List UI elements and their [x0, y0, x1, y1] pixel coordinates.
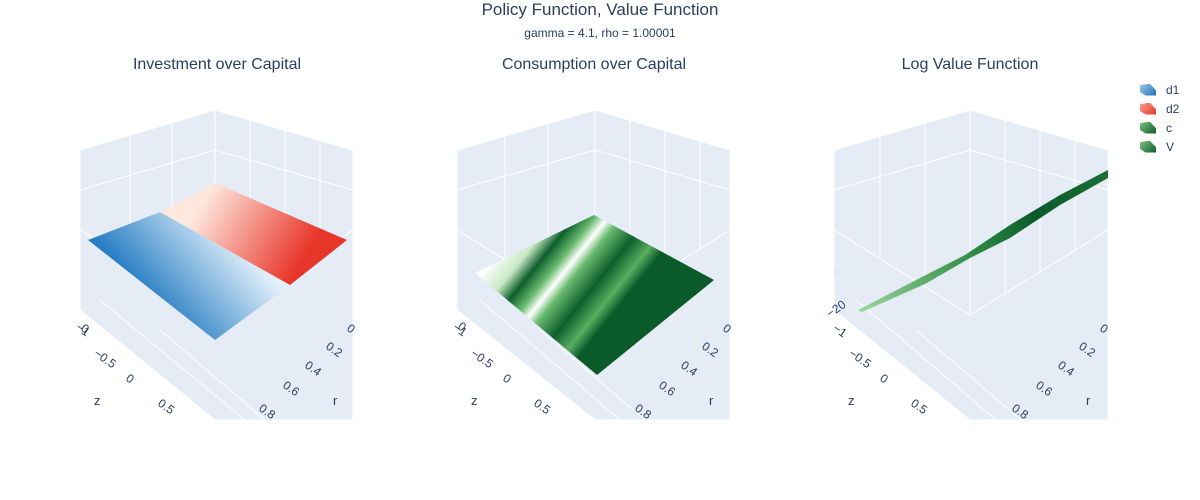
- surface-c: [475, 215, 714, 375]
- tick-x3: 0.5: [908, 396, 930, 417]
- legend: d1 d2 c V: [1140, 80, 1200, 156]
- figure-title: Policy Function, Value Function: [481, 0, 719, 19]
- legend-label-c: c: [1166, 120, 1172, 135]
- gridlines: [833, 120, 1109, 421]
- tick-x2: 0: [877, 371, 891, 386]
- tick-x1: −0.5: [468, 346, 496, 371]
- panel-title-value: Log Value Function: [901, 56, 1039, 73]
- tick-x2: 0: [123, 371, 137, 386]
- legend-item-d2[interactable]: d2: [1140, 99, 1200, 118]
- figure-subtitle: gamma = 4.1, rho = 1.00001: [524, 26, 676, 40]
- tick-x3: 0.5: [531, 396, 553, 417]
- axis-label-r: r: [333, 393, 338, 408]
- floor: [833, 229, 1109, 421]
- panel-title-consumption: Consumption over Capital: [501, 56, 687, 73]
- legend-item-c[interactable]: c: [1140, 118, 1200, 137]
- axis-label-r: r: [709, 393, 714, 408]
- axis-label-r: r: [1086, 393, 1091, 408]
- axis-label-z: z: [94, 393, 101, 408]
- surface-d1: [88, 212, 290, 340]
- surface-d2: [160, 183, 347, 285]
- tick-x2: 0: [500, 371, 514, 386]
- legend-item-V[interactable]: V: [1140, 137, 1200, 156]
- axis-label-z: z: [471, 393, 478, 408]
- surface-V: [858, 170, 1108, 312]
- axis-label-z: z: [848, 393, 855, 408]
- scene-value[interactable]: [833, 109, 1109, 421]
- legend-item-d1[interactable]: d1: [1140, 80, 1200, 99]
- scene-consumption[interactable]: [456, 109, 731, 421]
- scene-investment[interactable]: [79, 109, 354, 421]
- legend-swatch-V: [1140, 140, 1156, 153]
- tick-x0: −1: [830, 321, 850, 341]
- legend-label-d1: d1: [1166, 82, 1180, 97]
- tick-x1: −0.5: [846, 346, 874, 371]
- tick-x3: 0.5: [155, 396, 177, 417]
- legend-swatch-d2: [1140, 102, 1156, 115]
- legend-swatch-c: [1140, 121, 1156, 134]
- legend-label-d2: d2: [1166, 101, 1180, 116]
- legend-swatch-d1: [1140, 83, 1156, 96]
- legend-label-V: V: [1166, 139, 1175, 154]
- tick-x1: −0.5: [91, 346, 119, 371]
- panel-title-investment: Investment over Capital: [132, 56, 302, 73]
- gridlines: [456, 120, 731, 421]
